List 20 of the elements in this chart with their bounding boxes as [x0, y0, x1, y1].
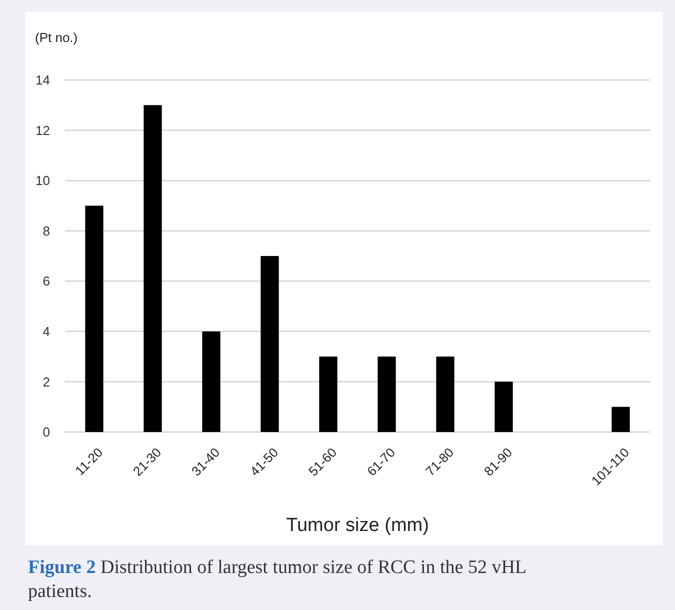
bar — [202, 331, 220, 432]
bar — [378, 356, 396, 432]
bar — [612, 406, 630, 432]
y-tick-label: 4 — [42, 324, 50, 339]
y-tick-label: 6 — [42, 274, 50, 289]
y-tick-label: 14 — [36, 72, 50, 88]
bar — [494, 382, 513, 432]
y-tick-label: 2 — [42, 374, 50, 390]
x-axis-title: Tumor size (mm) — [286, 515, 429, 536]
bar — [144, 105, 162, 432]
y-tick-label: 0 — [42, 424, 50, 440]
caption: Figure 2 Distribution of largest tumor size of RCC in the 52 vHL patients. — [28, 557, 527, 602]
bar — [319, 356, 338, 432]
bar — [436, 356, 454, 432]
bar — [85, 206, 104, 432]
y-tick-label: 12 — [36, 122, 50, 138]
y-tick-label: 10 — [36, 173, 50, 188]
y-tick-label: 8 — [42, 223, 50, 238]
bar — [260, 256, 279, 432]
y-axis-title: (Pt no.) — [35, 30, 78, 45]
